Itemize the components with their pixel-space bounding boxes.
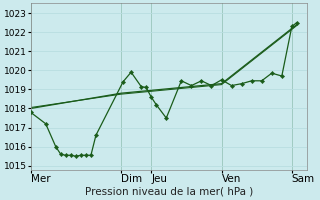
X-axis label: Pression niveau de la mer( hPa ): Pression niveau de la mer( hPa ) xyxy=(85,187,253,197)
